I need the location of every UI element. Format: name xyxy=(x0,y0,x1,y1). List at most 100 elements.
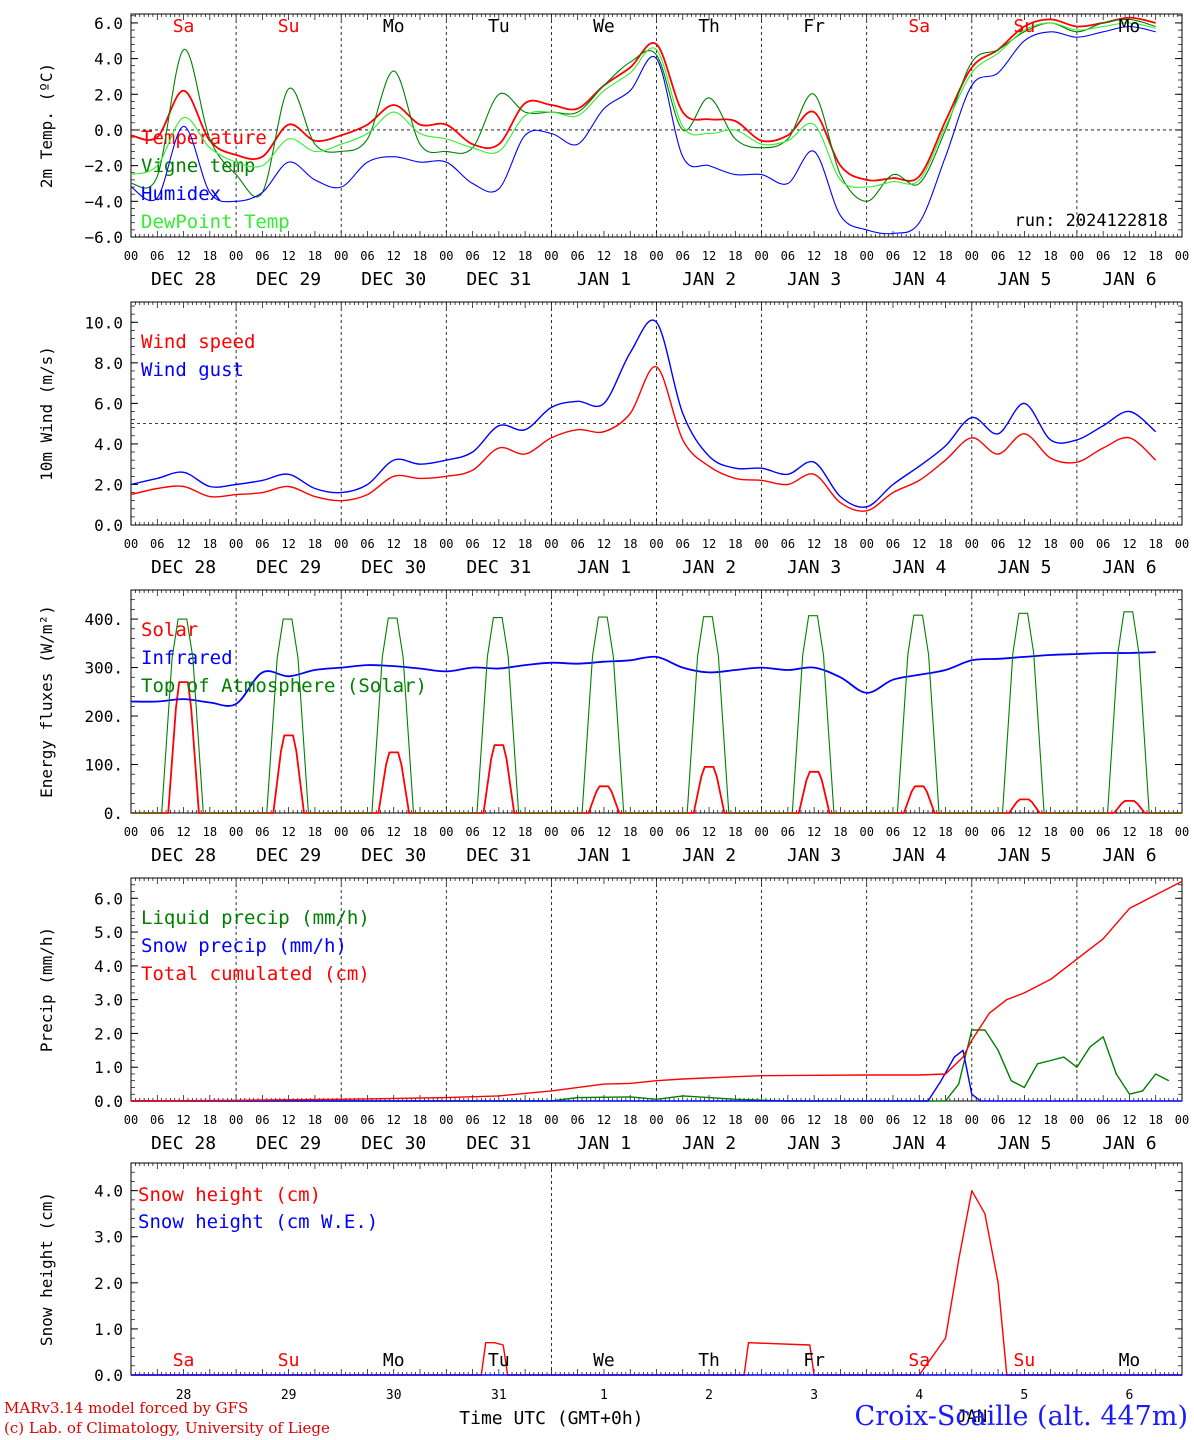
hour-tick-label: 00 xyxy=(439,249,453,263)
y-tick-label: 200. xyxy=(84,707,123,726)
hour-tick-label: 18 xyxy=(623,825,637,839)
hour-tick-label: 06 xyxy=(360,1113,374,1127)
hour-tick-label: 06 xyxy=(465,537,479,551)
hour-tick-label: 06 xyxy=(150,1113,164,1127)
hour-tick-label: 12 xyxy=(1122,537,1136,551)
date-label: DEC 29 xyxy=(256,557,321,578)
series-line-2 xyxy=(130,18,1156,202)
hour-tick-label: 18 xyxy=(308,825,322,839)
hour-tick-label: 06 xyxy=(150,537,164,551)
day-name: Su xyxy=(1014,16,1036,37)
date-label: DEC 30 xyxy=(361,1133,426,1154)
hour-tick-label: 18 xyxy=(518,249,532,263)
date-label: DEC 28 xyxy=(151,845,216,866)
hour-tick-label: 00 xyxy=(544,249,558,263)
series-line-3 xyxy=(130,25,1156,235)
y-tick-label: 6.0 xyxy=(94,14,123,33)
date-label: JAN 3 xyxy=(787,269,841,290)
hour-tick-label: 18 xyxy=(623,249,637,263)
hour-tick-label: 12 xyxy=(387,825,401,839)
date-label: JAN 3 xyxy=(787,557,841,578)
hour-tick-label: 06 xyxy=(676,825,690,839)
x-axis-label: Time UTC (GMT+0h) xyxy=(459,1408,643,1429)
hour-tick-label: 18 xyxy=(1148,537,1162,551)
hour-tick-label: 06 xyxy=(465,249,479,263)
hour-tick-label: 12 xyxy=(912,537,926,551)
day-name: Mo xyxy=(1119,1350,1141,1371)
date-label: DEC 31 xyxy=(466,557,531,578)
date-label: JAN 1 xyxy=(577,845,631,866)
hour-tick-label: 12 xyxy=(1017,537,1031,551)
hour-tick-label: 18 xyxy=(728,249,742,263)
hour-tick-label: 06 xyxy=(255,249,269,263)
panel-4: 0.0 1.0 2.0 3.0 4.0 5.0 6.0 Precip (mm/h) 00 06 12… xyxy=(37,877,1189,1154)
hour-tick-label: 18 xyxy=(1043,825,1057,839)
hour-tick-label: 12 xyxy=(176,1113,190,1127)
month-label: JAN xyxy=(956,1407,987,1427)
date-label: JAN 6 xyxy=(1102,1133,1156,1154)
hour-tick-label: 12 xyxy=(597,1113,611,1127)
hour-tick-label: 00 xyxy=(334,825,348,839)
hour-tick-label: 12 xyxy=(281,249,295,263)
hour-tick-label: 18 xyxy=(203,249,217,263)
series-line-1 xyxy=(130,16,1156,182)
hour-tick-label: 18 xyxy=(623,537,637,551)
legend-entry: Total cumulated (cm) xyxy=(141,963,370,985)
hour-tick-label: 12 xyxy=(807,825,821,839)
hour-tick-label: 06 xyxy=(991,249,1005,263)
legend-entry: Snow precip (mm/h) xyxy=(141,935,347,957)
hour-tick-label: 00 xyxy=(544,825,558,839)
hour-tick-label: 00 xyxy=(124,249,138,263)
hour-tick-label: 00 xyxy=(649,1113,663,1127)
y-tick-label: 10.0 xyxy=(84,313,123,332)
hour-tick-label: 12 xyxy=(387,1113,401,1127)
hour-tick-label: 12 xyxy=(281,1113,295,1127)
hour-tick-label: 18 xyxy=(413,1113,427,1127)
hour-tick-label: 00 xyxy=(859,825,873,839)
y-tick-label: 6.0 xyxy=(94,889,123,908)
panel-5: 0.0 1.0 2.0 3.0 4.0 Snow height (cm) Snow heig… xyxy=(37,1162,1183,1429)
day-name: Mo xyxy=(1119,16,1141,37)
day-name: Sa xyxy=(173,1350,195,1371)
hour-tick-label: 18 xyxy=(203,537,217,551)
hour-tick-label: 18 xyxy=(728,1113,742,1127)
hour-tick-label: 00 xyxy=(965,1113,979,1127)
hour-tick-label: 00 xyxy=(1070,537,1084,551)
hour-tick-label: 18 xyxy=(1148,825,1162,839)
y-tick-label: 2.0 xyxy=(94,1274,123,1293)
series-line-1 xyxy=(131,1029,1170,1102)
hour-tick-label: 00 xyxy=(334,249,348,263)
hour-tick-label: 18 xyxy=(1148,249,1162,263)
legend-entry: Temperature xyxy=(141,127,267,149)
hour-tick-label: 00 xyxy=(754,537,768,551)
y-tick-label: 4.0 xyxy=(94,957,123,976)
date-label: JAN 1 xyxy=(577,1133,631,1154)
hour-tick-label: 12 xyxy=(492,249,506,263)
date-label: DEC 28 xyxy=(151,269,216,290)
hour-tick-label: 06 xyxy=(150,249,164,263)
day-number: 1 xyxy=(600,1388,608,1403)
hour-tick-label: 12 xyxy=(492,537,506,551)
day-number: 2 xyxy=(705,1388,713,1403)
y-tick-label: 4.0 xyxy=(94,1182,123,1201)
hour-tick-label: 00 xyxy=(124,537,138,551)
day-number: 4 xyxy=(915,1388,923,1403)
hour-tick-label: 18 xyxy=(1043,1113,1057,1127)
y-tick-label: −6.0 xyxy=(84,228,123,247)
date-label: DEC 31 xyxy=(466,1133,531,1154)
hour-tick-label: 06 xyxy=(781,1113,795,1127)
day-name: Mo xyxy=(383,16,405,37)
date-label: JAN 4 xyxy=(892,269,946,290)
hour-tick-label: 00 xyxy=(1070,1113,1084,1127)
day-number: 3 xyxy=(810,1388,818,1403)
y-tick-label: −2.0 xyxy=(84,157,123,176)
series-line-3 xyxy=(131,611,1182,814)
y-tick-label: 4.0 xyxy=(94,435,123,454)
date-label: JAN 2 xyxy=(682,1133,736,1154)
day-name: Tu xyxy=(488,16,510,37)
hour-tick-label: 00 xyxy=(754,825,768,839)
hour-tick-label: 18 xyxy=(518,825,532,839)
hour-tick-label: 00 xyxy=(965,249,979,263)
hour-tick-label: 12 xyxy=(912,1113,926,1127)
